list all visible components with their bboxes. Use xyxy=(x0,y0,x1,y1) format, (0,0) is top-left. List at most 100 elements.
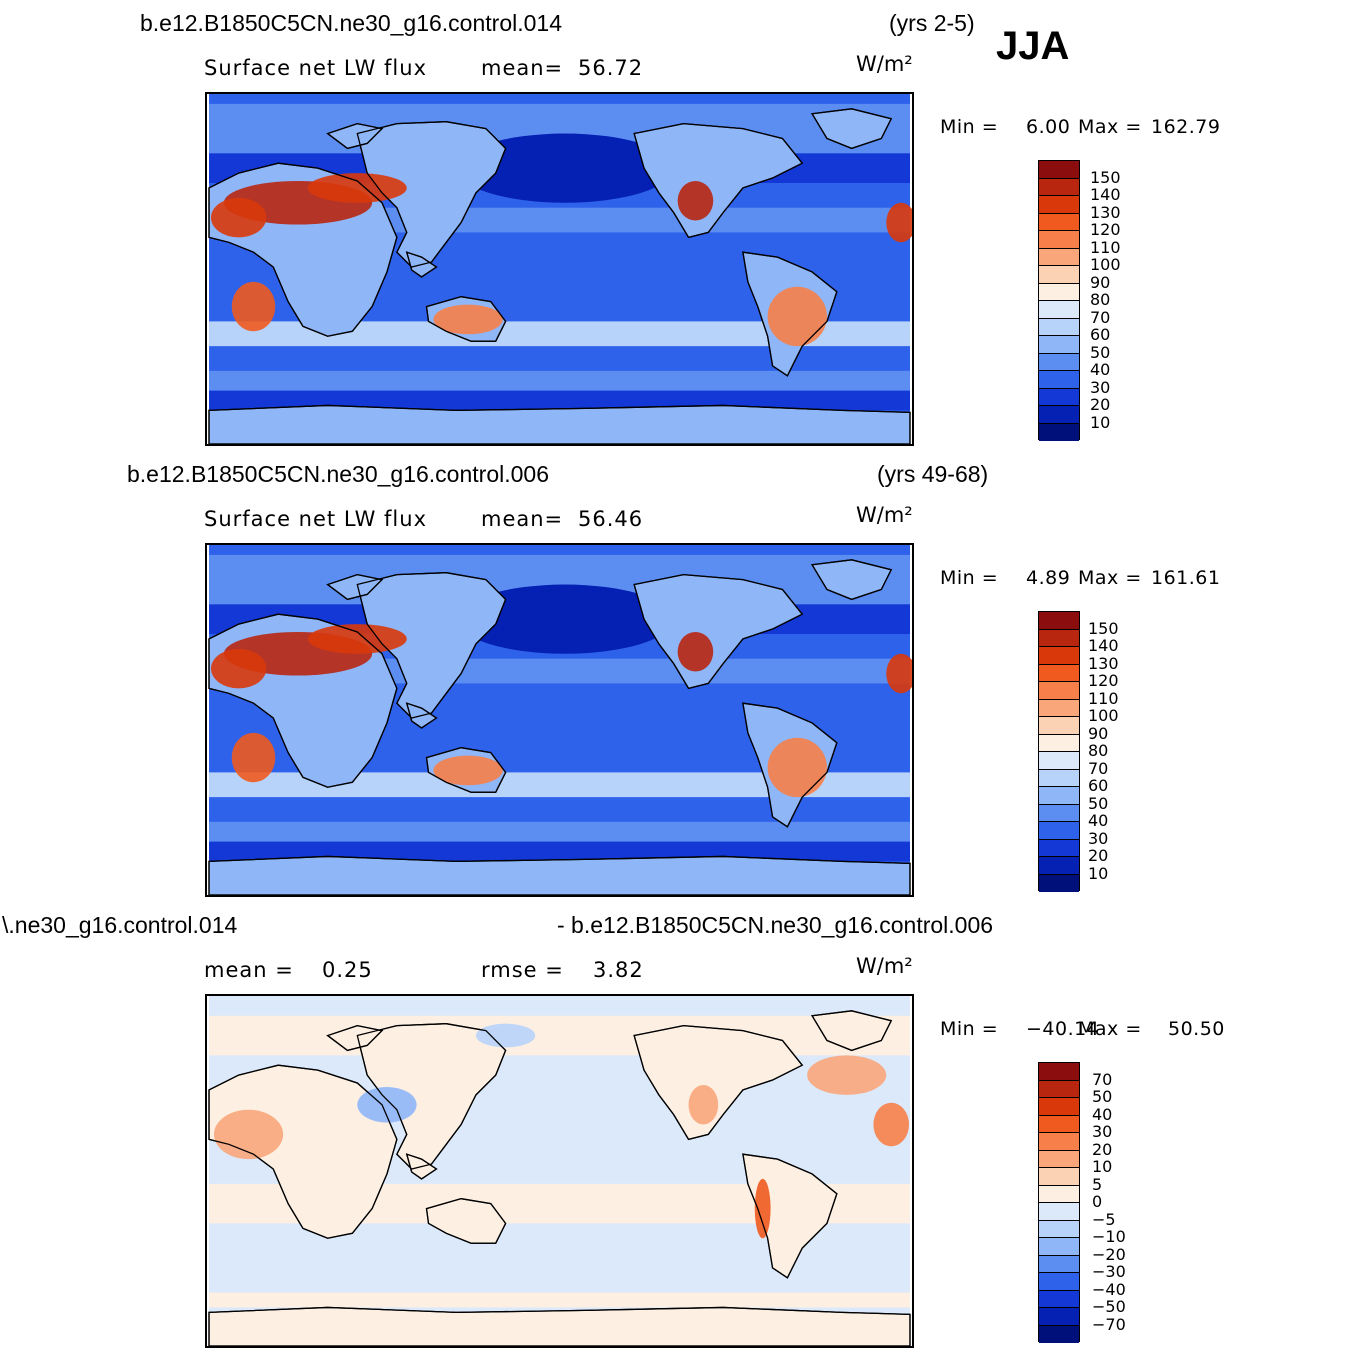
colorbar-label: 80 xyxy=(1090,290,1111,309)
panel1-case-title: b.e12.B1850C5CN.ne30_g16.control.014 xyxy=(140,10,562,36)
panel1-map xyxy=(205,92,914,446)
panel3-min-label: Min = xyxy=(940,1018,999,1040)
panel2-map xyxy=(205,543,914,897)
colorbar-label: 150 xyxy=(1090,167,1121,187)
colorbar-swatch xyxy=(1039,248,1079,266)
panel1-max-value: 162.79 xyxy=(1151,116,1221,138)
panel3-case-right: - b.e12.B1850C5CN.ne30_g16.control.006 xyxy=(557,912,994,938)
colorbar-swatch xyxy=(1039,787,1079,805)
panel3-map xyxy=(205,994,914,1348)
colorbar-label: −70 xyxy=(1092,1314,1126,1334)
panel2-mean-label: mean= xyxy=(481,507,564,531)
colorbar-label: 90 xyxy=(1088,723,1109,743)
season-label: JJA xyxy=(996,24,1070,68)
colorbar-swatch xyxy=(1039,682,1079,700)
colorbar-label: 50 xyxy=(1088,793,1109,813)
colorbar-swatch xyxy=(1039,213,1079,231)
colorbar-label: 30 xyxy=(1088,828,1109,848)
panel3-min-value: −40.14 xyxy=(1026,1018,1100,1040)
colorbar-swatch xyxy=(1039,371,1079,389)
colorbar-label: 50 xyxy=(1090,342,1111,362)
colorbar-label: 100 xyxy=(1088,706,1119,725)
colorbar-label: 40 xyxy=(1088,811,1109,830)
colorbar-label: 10 xyxy=(1092,1157,1113,1176)
panel2-min-label: Min = xyxy=(940,567,999,589)
colorbar-swatch xyxy=(1039,301,1079,319)
colorbar-label: 120 xyxy=(1090,220,1121,239)
panel1-mean-value: 56.72 xyxy=(578,56,644,80)
colorbar-swatch xyxy=(1039,769,1079,787)
colorbar-label: 40 xyxy=(1092,1104,1113,1124)
colorbar-swatch xyxy=(1039,388,1079,406)
panel2-years: (yrs 49-68) xyxy=(877,461,989,487)
colorbar-label: 130 xyxy=(1090,202,1121,222)
colorbar-swatch xyxy=(1039,1115,1079,1133)
colorbar-swatch xyxy=(1039,752,1079,770)
colorbar-label: 80 xyxy=(1088,741,1109,760)
colorbar-swatch xyxy=(1039,406,1079,424)
colorbar-swatch xyxy=(1039,699,1079,717)
colorbar-swatch xyxy=(1039,822,1079,840)
colorbar-swatch xyxy=(1039,178,1079,196)
map-field xyxy=(208,94,912,444)
colorbar-label: −10 xyxy=(1092,1227,1126,1246)
colorbar-swatch xyxy=(1039,1133,1079,1151)
panel1-min-value: 6.00 xyxy=(1026,116,1071,138)
colorbar-swatch xyxy=(1039,336,1079,354)
colorbar-label: 20 xyxy=(1088,846,1109,865)
colorbar-swatch xyxy=(1039,804,1079,822)
colorbar-swatch xyxy=(1039,1063,1079,1081)
colorbar-label: 140 xyxy=(1090,185,1121,204)
colorbar-swatch xyxy=(1039,647,1079,665)
colorbar-label: 30 xyxy=(1092,1122,1113,1141)
colorbar-label: −30 xyxy=(1092,1262,1126,1281)
colorbar-swatch xyxy=(1039,1308,1079,1326)
panel1-min-label: Min = xyxy=(940,116,999,138)
colorbar-label: 120 xyxy=(1088,671,1119,690)
map-field xyxy=(208,545,912,895)
colorbar-label: 90 xyxy=(1090,272,1111,292)
panel1-variable: Surface net LW flux xyxy=(204,56,427,80)
colorbar-swatch xyxy=(1039,423,1079,441)
colorbar-swatch xyxy=(1039,283,1079,301)
panel3-mean-label: mean = xyxy=(204,958,294,982)
colorbar-label: 70 xyxy=(1090,307,1111,327)
colorbar-label: 140 xyxy=(1088,636,1119,655)
colorbar-swatch xyxy=(1039,1098,1079,1116)
colorbar-swatch xyxy=(1039,717,1079,735)
colorbar-swatch xyxy=(1039,612,1079,630)
panel2-case-title: b.e12.B1850C5CN.ne30_g16.control.006 xyxy=(127,461,549,487)
panel3-units: W/m² xyxy=(856,954,913,978)
colorbar-label: 60 xyxy=(1088,776,1109,795)
colorbar-swatch xyxy=(1039,1185,1079,1203)
panel3-case-left: \.ne30_g16.control.014 xyxy=(2,912,238,938)
colorbar-label: 30 xyxy=(1090,377,1111,397)
colorbar-swatch xyxy=(1039,839,1079,857)
colorbar-swatch xyxy=(1039,857,1079,875)
panel1-units: W/m² xyxy=(856,52,913,76)
colorbar-swatch xyxy=(1039,629,1079,647)
panel2-max-value: 161.61 xyxy=(1151,567,1221,589)
colorbar-swatch xyxy=(1039,353,1079,371)
colorbar-label: −50 xyxy=(1092,1297,1126,1316)
colorbar-swatch xyxy=(1039,1150,1079,1168)
colorbar-label: 150 xyxy=(1088,618,1119,638)
colorbar-swatch xyxy=(1039,266,1079,284)
panel2-units: W/m² xyxy=(856,503,913,527)
panel1-max-label: Max = xyxy=(1078,116,1142,138)
panel2-variable: Surface net LW flux xyxy=(204,507,427,531)
colorbar-label: 70 xyxy=(1088,758,1109,778)
map-field xyxy=(208,996,911,1346)
colorbar-label: 50 xyxy=(1092,1087,1113,1106)
colorbar-swatch xyxy=(1039,1290,1079,1308)
panel3-rmse-label: rmse = xyxy=(481,958,564,982)
colorbar-label: −5 xyxy=(1092,1209,1116,1229)
panel3-rmse-value: 3.82 xyxy=(593,958,644,982)
colorbar-swatch xyxy=(1039,1238,1079,1256)
panel2-max-label: Max = xyxy=(1078,567,1142,589)
colorbar-label: 10 xyxy=(1088,863,1109,883)
colorbar-swatch xyxy=(1039,1080,1079,1098)
colorbar-swatch xyxy=(1039,664,1079,682)
colorbar-swatch xyxy=(1039,1203,1079,1221)
colorbar-label: 110 xyxy=(1088,688,1119,708)
